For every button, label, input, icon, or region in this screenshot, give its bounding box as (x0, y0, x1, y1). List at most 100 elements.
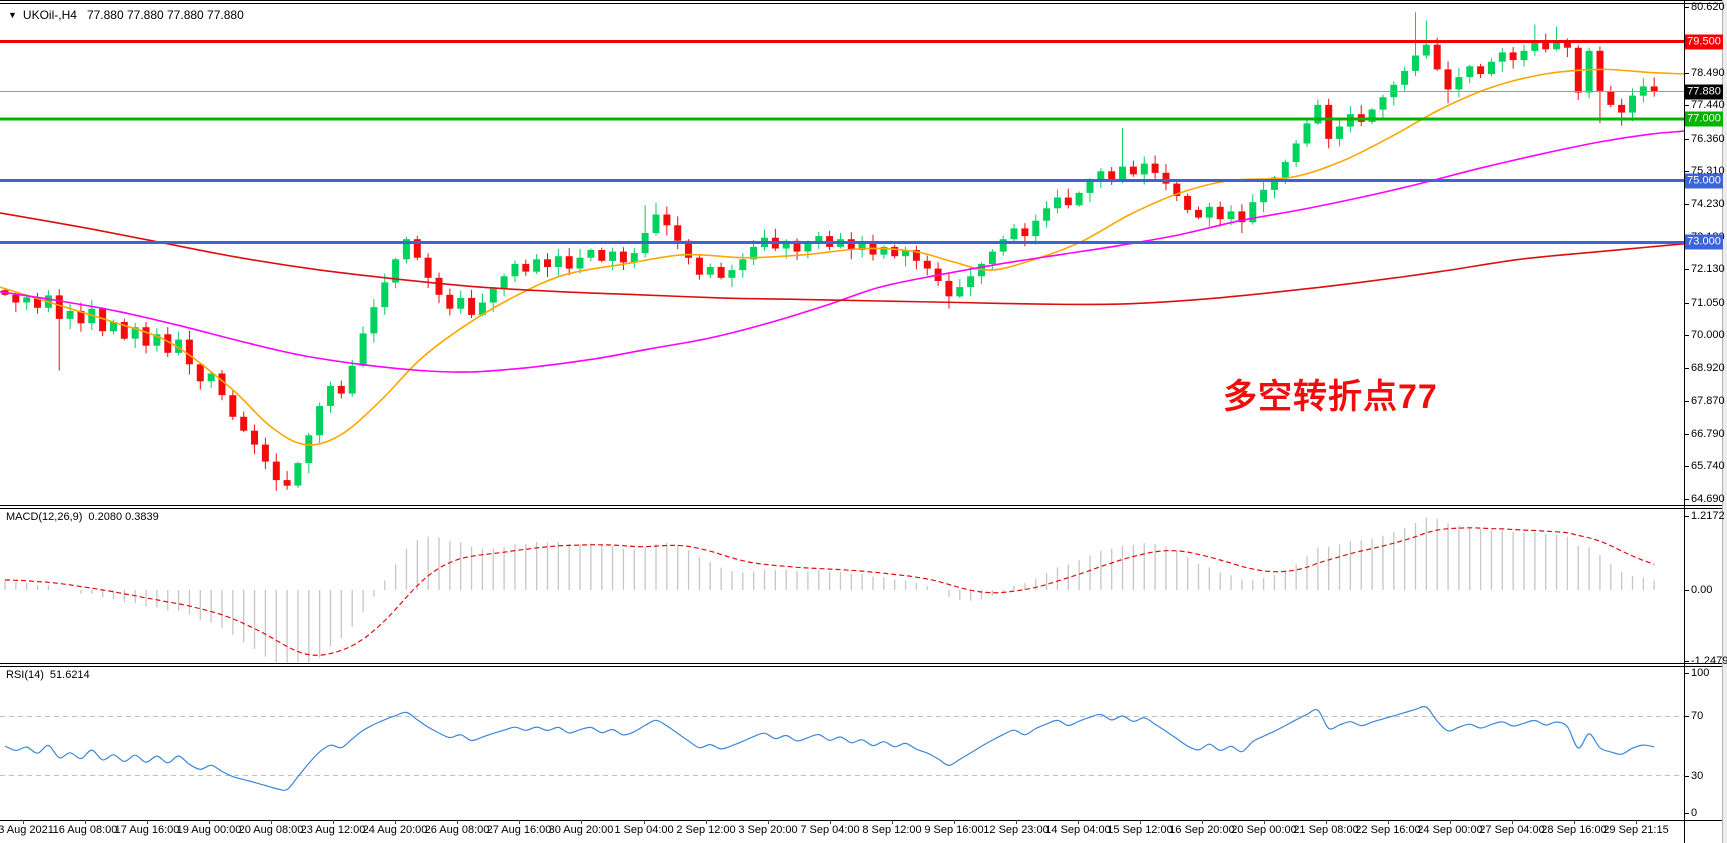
macd-histogram (4, 517, 1655, 663)
price-tick-label: 67.870 (1691, 395, 1725, 407)
ma-mid-line (0, 130, 1685, 373)
macd-title-row: MACD(12,26,9) 0.2080 0.3839 (6, 511, 159, 523)
time-tick-mark (1512, 820, 1513, 824)
time-tick-label: 2 Sep 12:00 (676, 824, 736, 836)
price-tick-mark (1684, 368, 1689, 369)
time-tick-mark (85, 820, 86, 824)
rsi-title: RSI(14) (6, 669, 44, 681)
time-tick-label: 28 Sep 16:00 (1541, 824, 1607, 836)
rsi-line (4, 706, 1655, 791)
rsi-tick-mark (1684, 776, 1689, 777)
time-tick-mark (457, 820, 458, 824)
price-tick-mark (1684, 335, 1689, 336)
rsi-tick-label: 30 (1691, 770, 1704, 782)
time-tick-label: 26 Aug 08:00 (424, 824, 490, 836)
macd-values: 0.2080 0.3839 (88, 511, 159, 523)
time-tick-mark (333, 820, 334, 824)
price-badge-75.000: 75.000 (1685, 173, 1723, 189)
time-tick-label: 9 Sep 16:00 (924, 824, 984, 836)
time-tick-mark (23, 820, 24, 824)
price-tick-mark (1684, 499, 1689, 500)
time-tick-label: 27 Aug 16:00 (486, 824, 552, 836)
time-tick-label: 15 Sep 12:00 (1107, 824, 1173, 836)
time-tick-mark (1450, 820, 1451, 824)
price-tick-mark (1684, 73, 1689, 74)
price-badge-77.000: 77.000 (1685, 111, 1723, 127)
macd-separator-inner[interactable] (0, 508, 1727, 509)
time-tick-mark (1140, 820, 1141, 824)
time-tick-label: 24 Sep 00:00 (1417, 824, 1483, 836)
price-tick-label: 76.360 (1691, 133, 1725, 145)
time-tick-mark (1078, 820, 1079, 824)
price-tick-mark (1684, 401, 1689, 402)
time-tick-mark (1016, 820, 1017, 824)
macd-signal-line (4, 527, 1655, 656)
time-tick-mark (1326, 820, 1327, 824)
time-tick-label: 16 Aug 08:00 (52, 824, 118, 836)
price-badge-77.880: 77.880 (1685, 84, 1723, 100)
time-tick-mark (644, 820, 645, 824)
annotation-text[interactable]: 多空转折点77 (1223, 378, 1438, 416)
macd-title: MACD(12,26,9) (6, 511, 83, 523)
rsi-value: 51.6214 (49, 669, 90, 681)
price-axis-border[interactable] (1684, 0, 1685, 843)
price-tick-mark (1684, 105, 1689, 106)
price-badge-73.000: 73.000 (1685, 234, 1723, 250)
time-tick-mark (768, 820, 769, 824)
time-tick-mark (830, 820, 831, 824)
macd-separator[interactable] (0, 505, 1727, 506)
time-tick-label: 1 Sep 04:00 (614, 824, 674, 836)
symbol-header: ▼ UKOil-,H4 77.880 77.880 77.880 77.880 (8, 8, 244, 22)
collapse-arrow-icon[interactable]: ▼ (8, 10, 17, 20)
time-tick-label: 22 Sep 16:00 (1355, 824, 1421, 836)
time-tick-mark (581, 820, 582, 824)
time-tick-mark (147, 820, 148, 824)
ma-slow-line (0, 212, 1685, 306)
macd-tick-label: -1.2479 (1691, 655, 1727, 667)
time-tick-label: 20 Aug 08:00 (238, 824, 304, 836)
rsi-separator[interactable] (0, 663, 1727, 664)
macd-tick-label: 0.00 (1691, 584, 1713, 596)
time-tick-mark (271, 820, 272, 824)
price-tick-mark (1684, 269, 1689, 270)
price-badge-79.500: 79.500 (1685, 34, 1723, 50)
time-tick-mark (1264, 820, 1265, 824)
price-tick-mark (1684, 434, 1689, 435)
price-tick-label: 68.920 (1691, 362, 1725, 374)
time-tick-mark (1388, 820, 1389, 824)
symbol-timeframe-label: UKOil-,H4 (22, 8, 77, 22)
time-tick-mark (1636, 820, 1637, 824)
time-tick-label: 16 Sep 20:00 (1169, 824, 1235, 836)
time-axis-border (0, 820, 1727, 821)
price-tick-label: 78.490 (1691, 67, 1725, 79)
time-tick-label: 19 Aug 00:00 (176, 824, 242, 836)
macd-tick-label: 1.2172 (1691, 510, 1725, 522)
time-tick-label: 20 Sep 00:00 (1231, 824, 1297, 836)
macd-tick-mark (1684, 661, 1689, 662)
time-tick-mark (1202, 820, 1203, 824)
time-tick-mark (519, 820, 520, 824)
time-tick-label: 23 Aug 12:00 (300, 824, 366, 836)
rsi-tick-mark (1684, 673, 1689, 674)
price-tick-label: 72.130 (1691, 263, 1725, 275)
time-tick-mark (954, 820, 955, 824)
price-tick-label: 71.050 (1691, 297, 1725, 309)
top-border-inner (0, 3, 1727, 4)
price-tick-mark (1684, 303, 1689, 304)
price-tick-label: 80.620 (1691, 1, 1725, 13)
price-tick-mark (1684, 7, 1689, 8)
price-tick-mark (1684, 171, 1689, 172)
right-scroll-strip[interactable] (1722, 0, 1727, 843)
time-tick-label: 30 Aug 20:00 (548, 824, 614, 836)
macd-tick-mark (1684, 516, 1689, 517)
time-tick-mark (706, 820, 707, 824)
time-tick-label: 21 Sep 08:00 (1293, 824, 1359, 836)
price-tick-label: 77.440 (1691, 99, 1725, 111)
top-border (0, 0, 1727, 1)
rsi-separator-inner[interactable] (0, 666, 1727, 667)
price-tick-mark (1684, 204, 1689, 205)
time-tick-label: 24 Aug 20:00 (362, 824, 428, 836)
ohlc-values: 77.880 77.880 77.880 77.880 (86, 8, 244, 22)
